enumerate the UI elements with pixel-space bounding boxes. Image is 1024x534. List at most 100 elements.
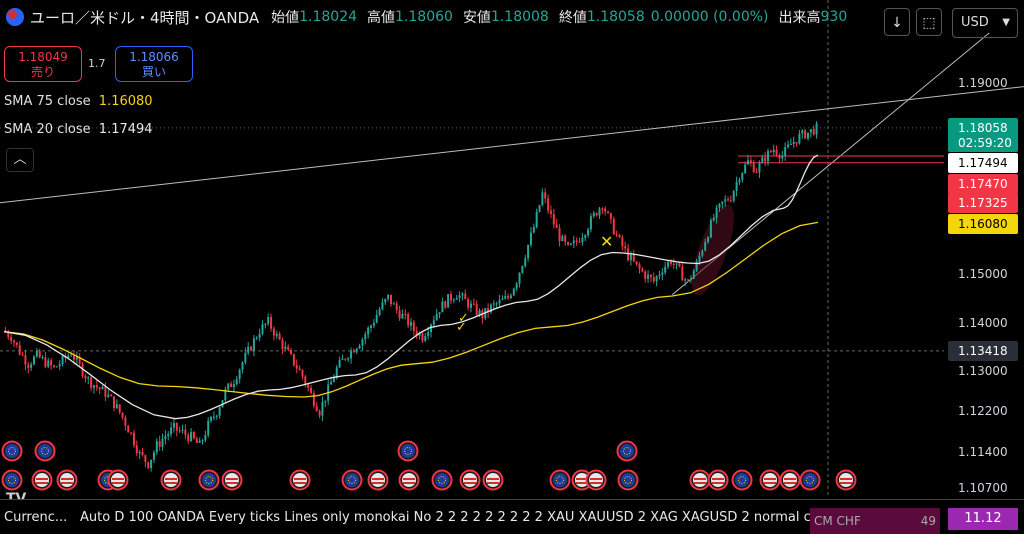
candle [184,424,187,440]
indicator-value-label: 11.12 [948,508,1018,530]
candle-body [432,320,435,325]
flag-stripe [712,482,724,484]
indicator-sma75[interactable]: SMA 75 close 1.16080 [4,94,153,109]
candle-body [515,283,518,289]
candle [649,274,652,283]
candle-body [110,394,113,397]
candle-body [815,123,818,135]
candle [238,368,241,384]
candle [232,379,235,393]
candle [344,357,347,362]
candle [350,347,353,364]
fullscreen-button[interactable]: ⬚ [916,8,942,36]
x-marker: ✕ [600,232,613,251]
candle-body [552,214,555,225]
candle [552,209,555,229]
us-flag-icon [398,469,420,491]
flag-stripe [840,478,852,480]
candle-body [238,369,241,380]
volume-label: 出来高 [778,10,821,26]
candle-body [212,416,215,418]
candle-body [30,364,33,368]
indicator-sma75-label: SMA 75 close [4,94,91,109]
candle [352,348,355,353]
candle-body [318,411,321,416]
candle-body [144,455,147,462]
candle-body [641,268,644,272]
candle-body [355,348,358,353]
candle-body [10,337,13,341]
eu-flag-icon [341,469,363,491]
symbol-title[interactable]: ユーロ／米ドル・4時間・OANDA [30,8,260,27]
candle [741,172,744,183]
candle [207,417,210,438]
candle-body [390,294,393,305]
candle-body [250,346,253,351]
flag-stripe [590,482,602,484]
flag-stripe [61,482,73,484]
chevron-down-icon: ▼ [1002,17,1010,28]
candle-body [475,304,478,315]
candle-body [344,358,347,360]
flag-stripe [464,478,476,480]
candle [52,364,55,369]
collapse-legend-button[interactable]: ︿ [6,148,34,172]
candle-body [438,312,441,314]
candle-body [472,303,475,305]
candle [307,383,310,392]
candle [424,332,427,343]
candle-body [367,327,370,335]
indicator-sma20[interactable]: SMA 20 close 1.17494 [4,122,153,137]
candle-body [61,355,64,365]
candle [798,130,801,145]
candle [655,275,658,287]
indicator-title[interactable]: Currenc... [4,510,68,525]
candle [301,369,304,380]
candle [561,234,564,242]
candle-body [689,278,692,281]
candle-body [421,333,424,341]
candle-body [247,346,250,353]
us-flag-icon [31,469,53,491]
candle [587,227,590,238]
candle-body [410,322,412,326]
candle-body [58,364,61,367]
buy-button[interactable]: 1.18066 買い [115,46,193,82]
scroll-to-realtime-button[interactable]: ↓ [884,8,910,36]
candle [370,324,373,333]
candle [781,151,784,162]
candle [541,188,544,207]
candle [658,270,661,280]
candle [518,272,521,288]
candle [475,300,478,317]
candle [381,298,384,311]
candle-body [544,192,547,199]
candle [527,244,530,262]
candle-body [461,293,464,296]
candle-body [361,339,364,346]
sell-button[interactable]: 1.18049 売り [4,46,82,82]
candle-body [644,271,647,279]
currency-select[interactable]: USD ▼ [952,8,1018,38]
candle-body [115,404,118,409]
price-label-value: 1.17494 [958,156,1008,170]
candle-body [52,365,55,367]
candle [764,152,767,167]
candle-body [489,304,492,313]
candle [438,312,441,319]
euro-flag-icon [6,8,24,26]
flag-stripe [576,482,588,484]
candle [241,361,244,374]
candle [364,331,367,345]
candle-body [118,404,121,413]
us-flag-icon [160,469,182,491]
candle [38,348,41,359]
candle [187,432,190,444]
candle [795,141,798,147]
event-markers: ✕ ✓✓ [1,232,857,491]
flag-stripe [226,482,238,484]
candle-body [735,181,738,191]
candle [158,435,161,451]
candle [667,260,670,270]
